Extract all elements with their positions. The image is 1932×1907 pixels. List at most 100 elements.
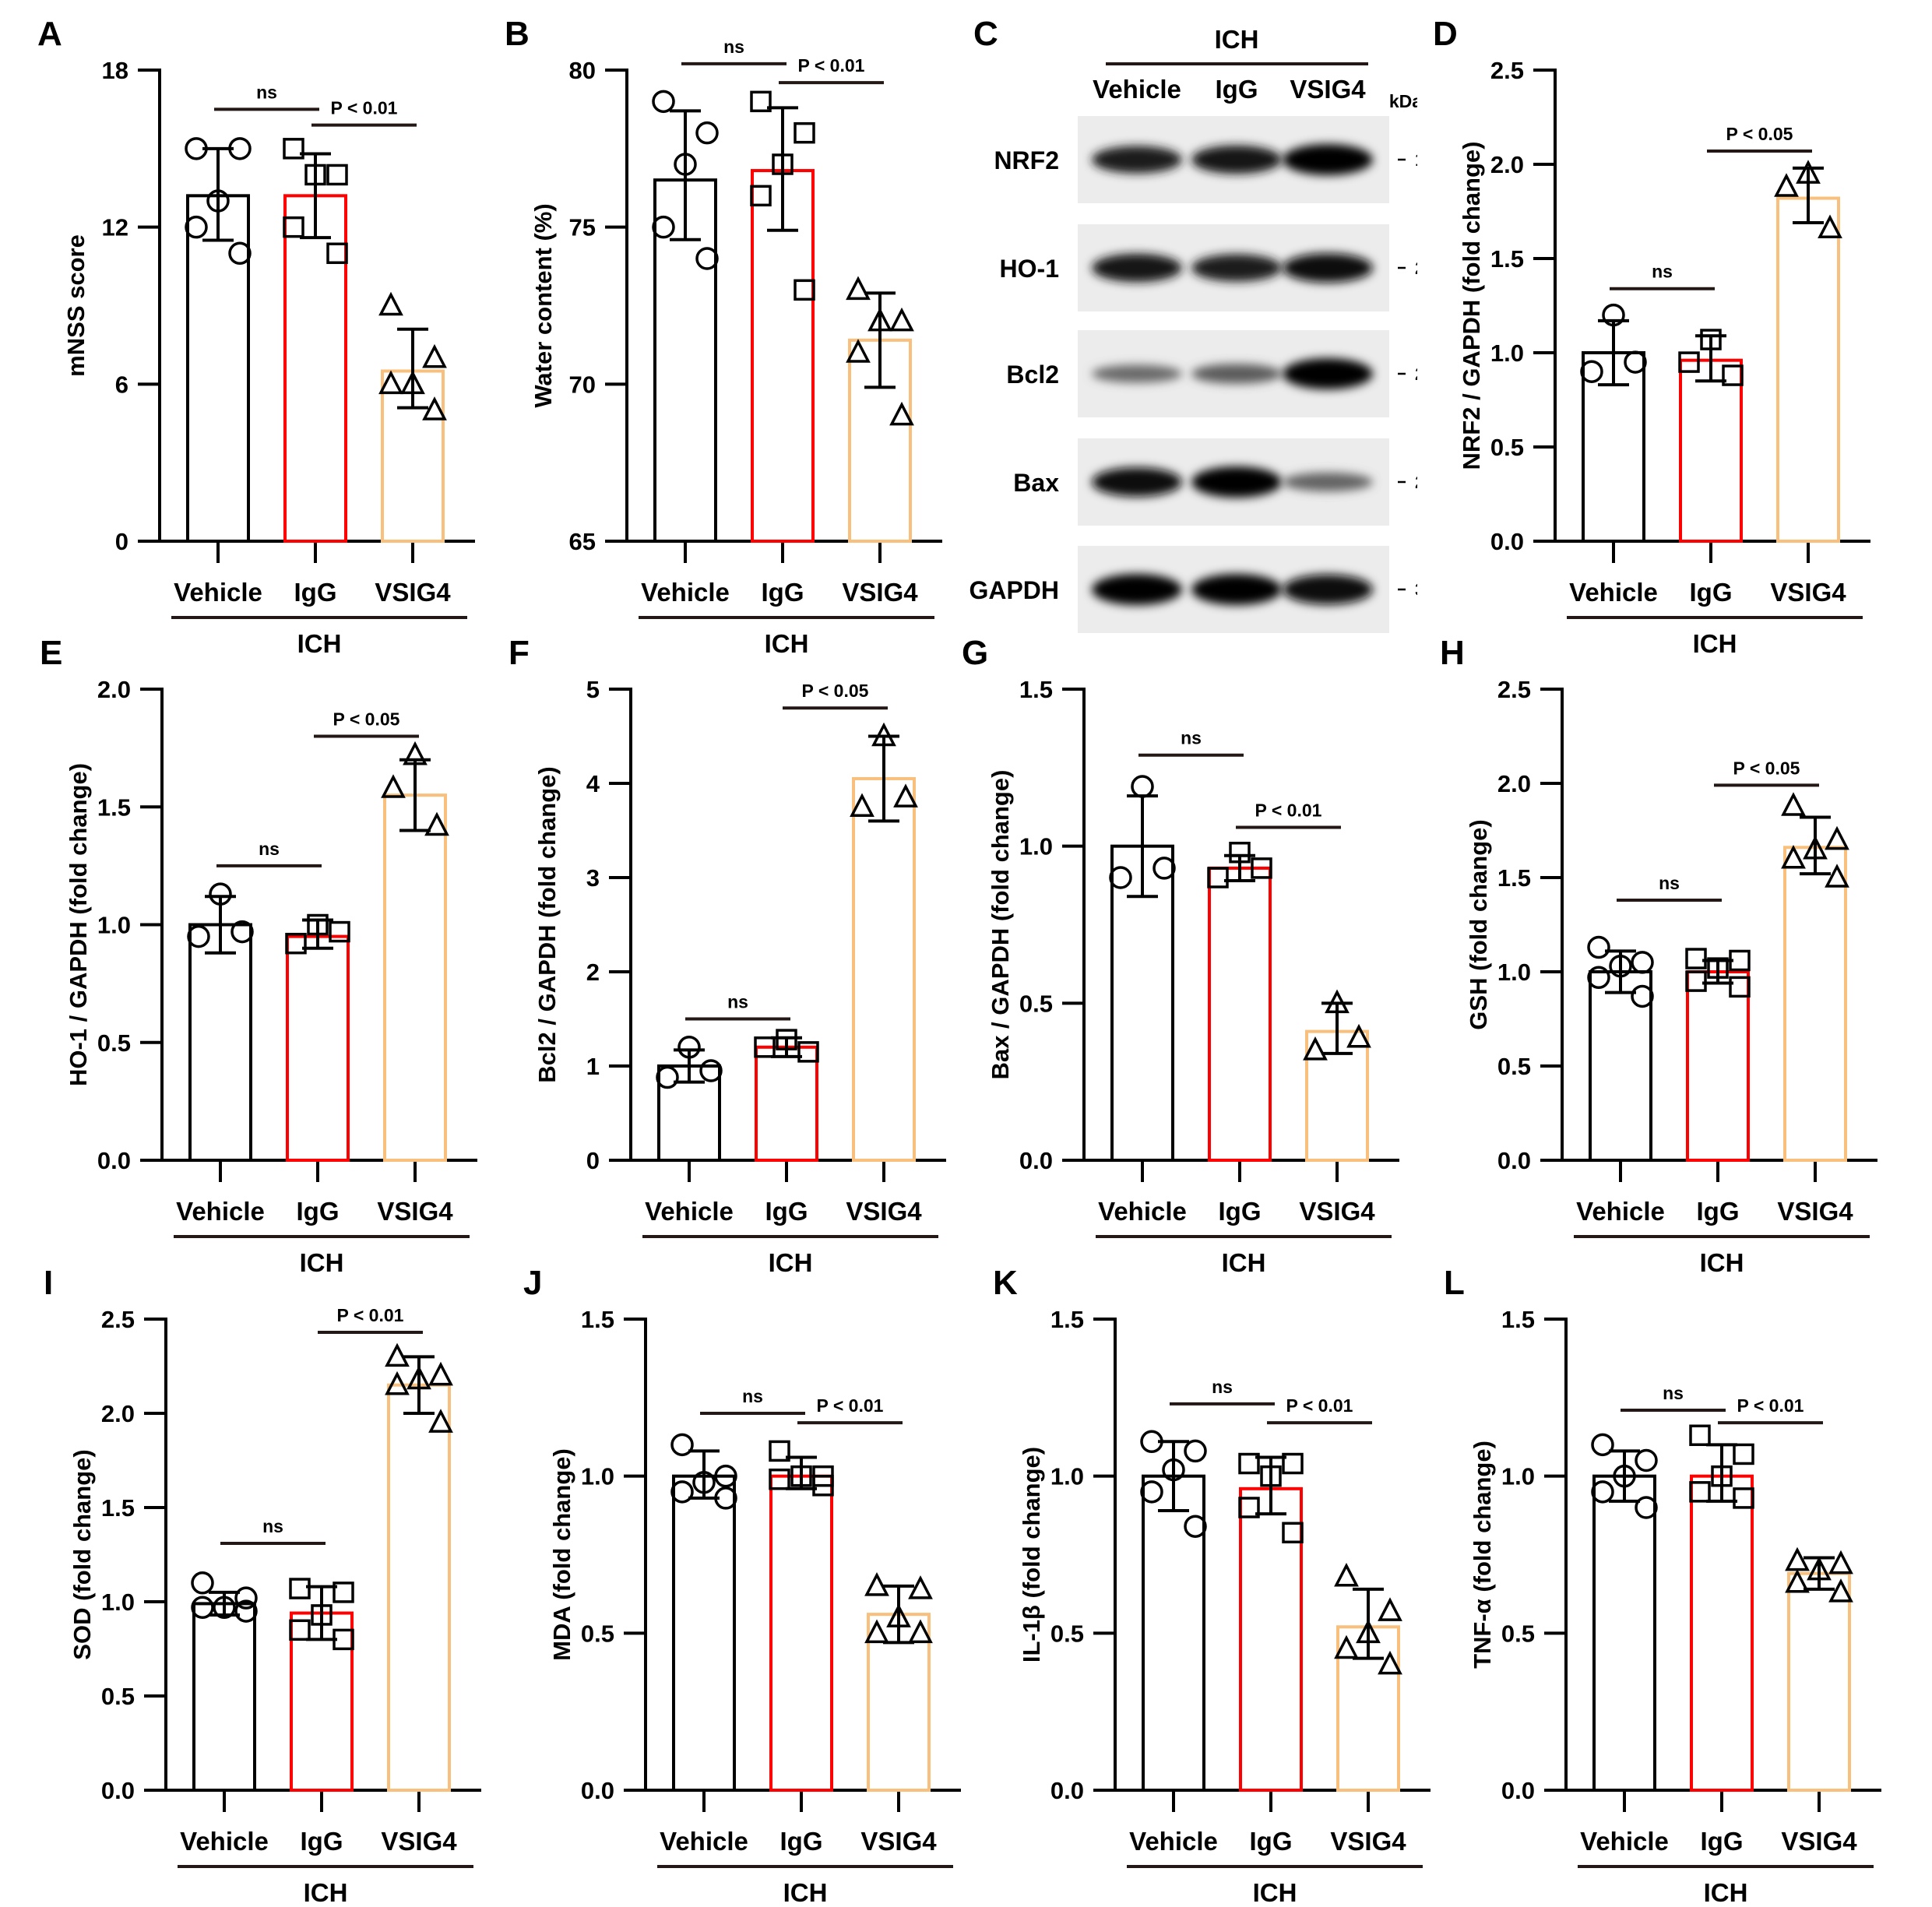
y-tick-label: 75 [569, 214, 596, 241]
data-point-circle [228, 137, 252, 160]
data-point-square [794, 121, 815, 144]
y-tick-label: 0.5 [1050, 1620, 1084, 1647]
data-point-triangle [406, 1365, 431, 1390]
y-tick-label: 0.5 [97, 1029, 131, 1057]
data-point-triangle [1781, 845, 1806, 869]
x-tick-label: VSIG4 [860, 1827, 937, 1856]
significance-label: ns [256, 82, 277, 102]
data-point-triangle [385, 1370, 410, 1395]
data-point-circle [1140, 1430, 1163, 1454]
data-point-triangle [846, 276, 871, 301]
data-point-circle [1184, 1515, 1207, 1538]
x-tick-label: IgG [765, 1197, 808, 1226]
data-point-square [1207, 867, 1229, 888]
data-point-circle [1602, 303, 1625, 327]
data-point-triangle [428, 1409, 453, 1433]
significance-label: ns [727, 992, 748, 1012]
significance-label: P < 0.01 [1255, 800, 1322, 820]
data-point-square [750, 90, 772, 113]
x-tick-label: IgG [1701, 1827, 1744, 1856]
x-tick-label: Vehicle [174, 578, 262, 607]
data-point-square [750, 185, 772, 207]
data-point-circle [1153, 857, 1176, 880]
data-point-circle [1162, 1458, 1185, 1482]
data-point-circle [191, 1571, 214, 1595]
data-point-circle [1587, 966, 1610, 990]
y-axis-label: GSH (fold change) [1465, 819, 1492, 1029]
bar-vehicle [672, 1474, 736, 1792]
data-point-circle [1631, 951, 1654, 974]
data-point-circle [1591, 1433, 1614, 1457]
protein-band [1092, 574, 1182, 605]
bar-vsig4 [1776, 196, 1840, 543]
lane-label: VSIG4 [1290, 75, 1366, 104]
x-tick-label: Vehicle [660, 1827, 748, 1856]
protein-band [1092, 146, 1182, 174]
data-point-triangle [378, 291, 403, 316]
data-point-triangle [1825, 825, 1849, 850]
data-point-square [333, 1628, 354, 1651]
bar-chart: E 0.0 0.5 1.0 1.5 2.0 HO-1 / GAPDH (fold chang… [40, 634, 477, 1277]
data-point-triangle [385, 1342, 410, 1367]
data-point-circle [714, 1464, 737, 1488]
y-axis-label: Bcl2 / GAPDH (fold change) [533, 766, 561, 1082]
data-point-circle [695, 121, 719, 145]
x-tick-label: VSIG4 [1330, 1827, 1406, 1856]
data-point-square [1282, 1522, 1304, 1544]
significance-label: P < 0.01 [337, 1305, 404, 1325]
y-tick-label: 3 [586, 864, 600, 892]
data-point-circle [1131, 775, 1154, 798]
y-tick-label: 2.0 [1490, 151, 1524, 178]
data-point-circle [213, 1596, 236, 1620]
panel-letter: F [509, 634, 530, 672]
data-point-square [1685, 970, 1707, 992]
chart-panel-h: H 0.0 0.5 1.0 1.5 2.0 2.5 GSH (fold change) Vehi… [1402, 619, 1901, 1277]
data-point-triangle [908, 1619, 933, 1644]
data-point-circle [1635, 1496, 1658, 1519]
x-tick-label: VSIG4 [1781, 1827, 1857, 1856]
data-point-square [1733, 1443, 1754, 1465]
data-point-triangle [908, 1575, 933, 1599]
data-point-square [772, 153, 794, 175]
significance-label: P < 0.05 [802, 681, 869, 701]
data-point-square [797, 1041, 819, 1063]
data-point-square [285, 932, 307, 955]
y-tick-label: 0.5 [581, 1620, 614, 1647]
y-tick-label: 1.5 [101, 1494, 135, 1522]
protein-band [1191, 254, 1282, 282]
data-point-square [1711, 1465, 1733, 1487]
data-point-triangle [1356, 1619, 1381, 1644]
y-tick-label: 0.0 [1019, 1147, 1053, 1174]
group-label: ICH [1693, 629, 1737, 658]
y-axis-label: Water content (%) [530, 203, 557, 407]
y-tick-label: 2.5 [101, 1306, 135, 1333]
x-tick-label: VSIG4 [381, 1827, 457, 1856]
data-point-triangle [867, 307, 892, 332]
significance-label: ns [262, 1516, 283, 1536]
protein-band [1283, 253, 1373, 283]
data-point-square [1689, 1424, 1711, 1446]
x-tick-label: Vehicle [641, 578, 730, 607]
x-tick-label: Vehicle [176, 1197, 265, 1226]
data-point-circle [670, 1480, 694, 1504]
chart-panel-b: B 65 70 75 80 Water content (%) Vehicle IgG VSIG… [467, 0, 966, 658]
data-point-triangle [381, 774, 406, 798]
panel-letter: K [993, 1264, 1018, 1302]
x-tick-label: VSIG4 [842, 578, 918, 607]
y-tick-label: 0.0 [1497, 1147, 1531, 1174]
data-point-circle [228, 241, 252, 266]
data-point-circle [1591, 1480, 1614, 1504]
bar-vsig4 [1787, 1571, 1851, 1792]
bar-vehicle [186, 194, 250, 543]
bar-igg [1690, 1474, 1754, 1792]
x-tick-label: IgG [1697, 1197, 1740, 1226]
x-tick-label: Vehicle [180, 1827, 269, 1856]
y-axis-label: HO-1 / GAPDH (fold change) [65, 763, 92, 1086]
data-point-square [326, 164, 348, 186]
data-point-triangle [1334, 1634, 1359, 1659]
data-point-circle [1580, 360, 1603, 383]
data-point-circle [191, 1596, 214, 1620]
panel-letter: E [40, 634, 62, 672]
group-label: ICH [783, 1878, 828, 1907]
bar-vsig4 [1783, 846, 1847, 1162]
